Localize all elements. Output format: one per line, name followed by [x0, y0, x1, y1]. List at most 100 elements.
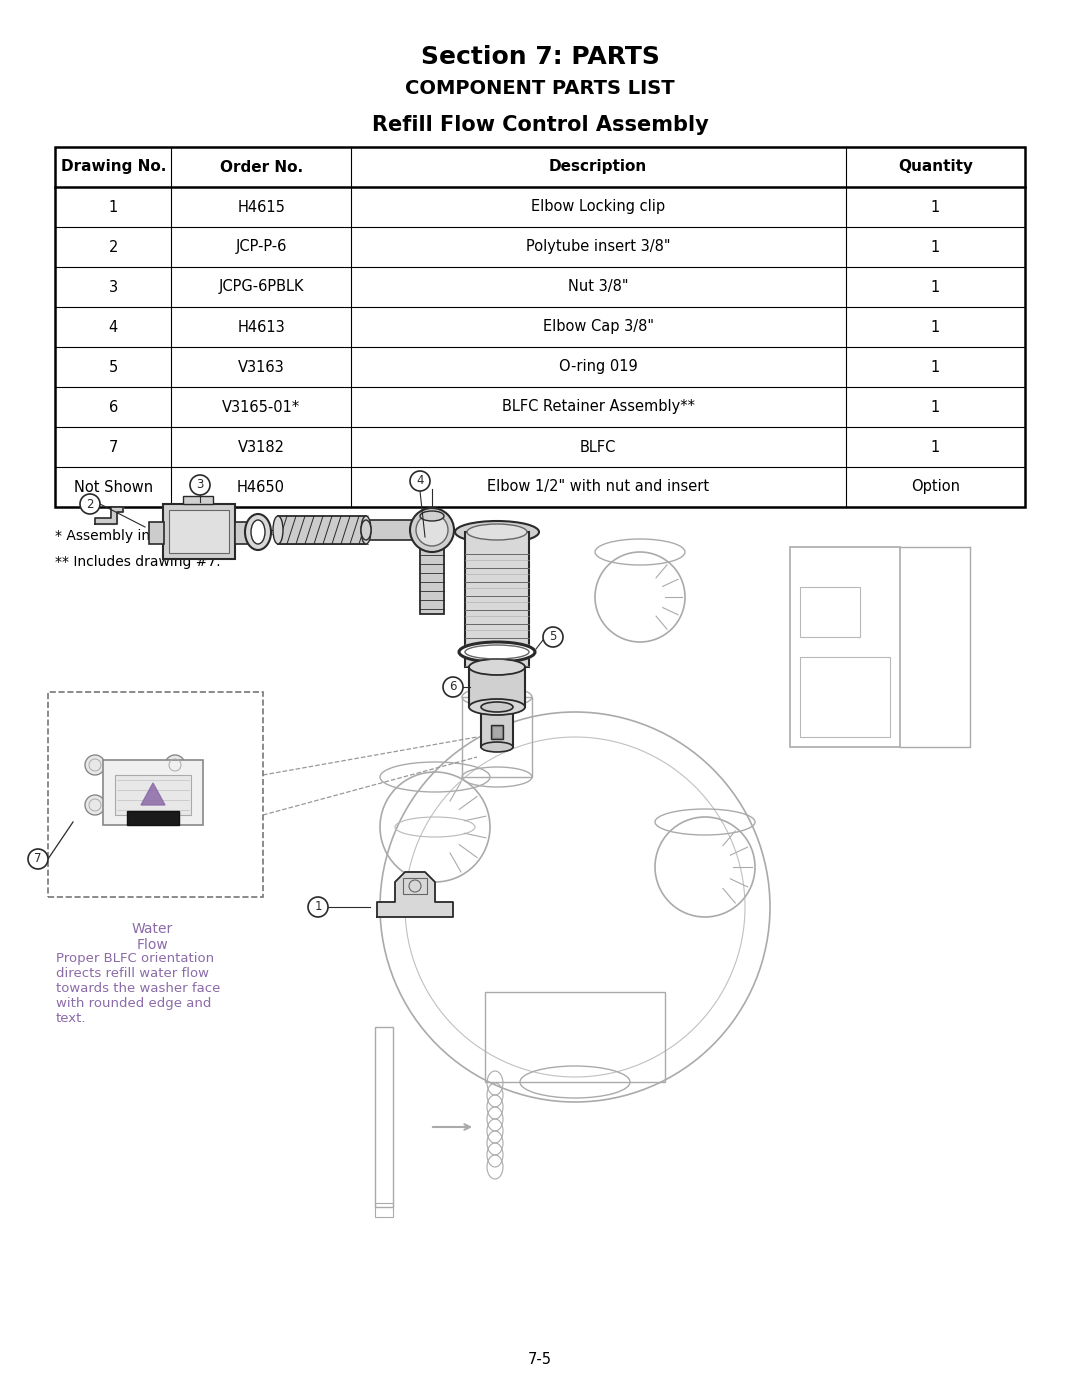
Bar: [55, 226, 1025, 267]
Bar: [55, 147, 1025, 187]
Bar: [183, 496, 213, 504]
Text: 1: 1: [931, 200, 940, 215]
Text: Water
Flow: Water Flow: [132, 922, 173, 953]
Text: 5: 5: [550, 630, 556, 644]
Text: Order No.: Order No.: [219, 159, 302, 175]
Bar: [420, 529, 444, 615]
Bar: [462, 697, 532, 777]
Text: 1: 1: [931, 440, 940, 454]
Circle shape: [165, 754, 185, 775]
Bar: [366, 520, 421, 541]
Text: 1: 1: [109, 200, 118, 215]
Circle shape: [190, 475, 210, 495]
Bar: [48, 692, 264, 897]
Circle shape: [308, 897, 328, 916]
Bar: [403, 877, 427, 894]
Ellipse shape: [455, 521, 539, 543]
Text: BLFC: BLFC: [580, 440, 617, 454]
Bar: [55, 187, 1025, 226]
Bar: [168, 510, 229, 553]
Bar: [465, 532, 529, 666]
Text: 3: 3: [197, 479, 204, 492]
Circle shape: [410, 471, 430, 490]
Text: O-ring 019: O-ring 019: [558, 359, 637, 374]
Bar: [114, 775, 191, 814]
Bar: [55, 346, 1025, 387]
Circle shape: [80, 495, 100, 514]
Ellipse shape: [481, 703, 513, 712]
Text: V3163: V3163: [238, 359, 284, 374]
Bar: [55, 307, 1025, 346]
Text: Option: Option: [910, 479, 960, 495]
Circle shape: [543, 627, 563, 647]
Ellipse shape: [361, 515, 372, 543]
Text: JCPG-6PBLK: JCPG-6PBLK: [218, 279, 303, 295]
Ellipse shape: [469, 698, 525, 715]
Circle shape: [443, 678, 463, 697]
Polygon shape: [95, 507, 123, 524]
Bar: [278, 515, 366, 543]
Text: Polytube insert 3/8": Polytube insert 3/8": [526, 239, 671, 254]
Text: Drawing No.: Drawing No.: [60, 159, 166, 175]
Text: 1: 1: [931, 400, 940, 415]
Text: V3182: V3182: [238, 440, 285, 454]
Bar: [800, 587, 860, 637]
Text: Elbow Locking clip: Elbow Locking clip: [531, 200, 665, 215]
Ellipse shape: [481, 742, 513, 752]
Bar: [800, 657, 890, 738]
Ellipse shape: [361, 520, 372, 541]
Text: 1: 1: [931, 320, 940, 334]
Text: 2: 2: [86, 497, 94, 510]
Bar: [127, 812, 179, 826]
Bar: [481, 707, 513, 747]
Bar: [485, 992, 665, 1083]
Bar: [55, 427, 1025, 467]
Polygon shape: [141, 782, 165, 805]
Text: H4650: H4650: [238, 479, 285, 495]
Bar: [55, 147, 1025, 507]
Text: * Assembly includes V3182 BLFC.: * Assembly includes V3182 BLFC.: [55, 529, 288, 543]
Text: H4615: H4615: [238, 200, 285, 215]
Text: 6: 6: [109, 400, 118, 415]
Text: 1: 1: [931, 279, 940, 295]
Bar: [235, 522, 249, 543]
Bar: [375, 1203, 393, 1217]
Text: COMPONENT PARTS LIST: COMPONENT PARTS LIST: [405, 80, 675, 99]
Ellipse shape: [467, 524, 527, 541]
Text: 4: 4: [416, 475, 423, 488]
Text: 1: 1: [931, 239, 940, 254]
Text: Elbow 1/2" with nut and insert: Elbow 1/2" with nut and insert: [487, 479, 710, 495]
Text: 7-5: 7-5: [528, 1351, 552, 1366]
Text: 2: 2: [108, 239, 118, 254]
Text: 6: 6: [449, 680, 457, 693]
Text: 3: 3: [109, 279, 118, 295]
Text: BLFC Retainer Assembly**: BLFC Retainer Assembly**: [502, 400, 694, 415]
Text: Description: Description: [549, 159, 647, 175]
Bar: [149, 522, 164, 543]
Ellipse shape: [469, 659, 525, 675]
Bar: [469, 666, 525, 707]
Circle shape: [85, 754, 105, 775]
Ellipse shape: [251, 520, 265, 543]
Text: 1: 1: [314, 901, 322, 914]
Polygon shape: [377, 872, 453, 916]
Bar: [55, 467, 1025, 507]
Text: Not Shown: Not Shown: [73, 479, 152, 495]
Bar: [491, 725, 503, 739]
Text: H4613: H4613: [238, 320, 285, 334]
Bar: [375, 1027, 393, 1207]
Text: Section 7: PARTS: Section 7: PARTS: [420, 45, 660, 68]
Ellipse shape: [273, 515, 283, 543]
Circle shape: [416, 514, 448, 546]
Text: ** Includes drawing #7.: ** Includes drawing #7.: [55, 555, 220, 569]
Circle shape: [85, 795, 105, 814]
Circle shape: [410, 509, 454, 552]
Text: Quantity: Quantity: [897, 159, 973, 175]
Ellipse shape: [459, 643, 535, 662]
Ellipse shape: [245, 514, 271, 550]
Circle shape: [165, 795, 185, 814]
Text: Refill Flow Control Assembly: Refill Flow Control Assembly: [372, 115, 708, 136]
Text: 7: 7: [108, 440, 118, 454]
Text: Nut 3/8": Nut 3/8": [568, 279, 629, 295]
Bar: [492, 726, 501, 738]
